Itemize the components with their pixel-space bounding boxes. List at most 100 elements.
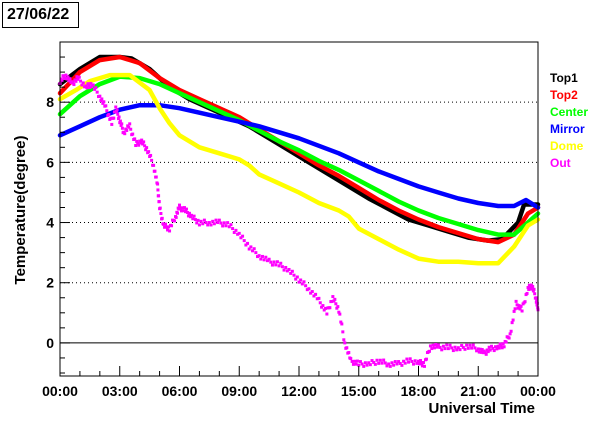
series-out-point: [241, 234, 245, 238]
series-out-point: [490, 344, 494, 348]
x-tick-label: 00:00: [42, 383, 78, 399]
series-out-point: [244, 243, 248, 247]
series-out-point: [133, 137, 137, 141]
series-out-point: [204, 221, 208, 225]
series-out-point: [206, 223, 210, 227]
series-out-point: [100, 97, 104, 101]
plot-frame: [59, 41, 539, 377]
date-label: 27/06/22: [2, 2, 79, 28]
series-out-point: [300, 282, 304, 286]
series-out-point: [112, 116, 116, 120]
series-out-point: [275, 260, 279, 264]
legend-entry-center: Center: [550, 105, 588, 119]
series-out-point: [157, 200, 161, 204]
series-out-point: [274, 263, 278, 267]
x-axis-title: Universal Time: [429, 400, 535, 417]
series-out-point: [262, 258, 266, 262]
series-out-point: [305, 288, 309, 292]
series-out-point: [513, 307, 517, 311]
series-out-point: [237, 231, 241, 235]
series-out-point: [91, 83, 95, 87]
series-out-point: [349, 357, 353, 361]
series-out-point: [304, 284, 308, 288]
series-out-point: [295, 275, 299, 279]
series-out-point: [209, 223, 213, 227]
series-out-point: [338, 312, 342, 316]
series-out-point: [463, 347, 467, 351]
series-out-point: [186, 214, 190, 218]
series-out-point: [260, 254, 264, 258]
series-out-point: [368, 363, 372, 367]
series-out-point: [202, 218, 206, 222]
series-out-point: [398, 361, 402, 365]
y-axis-title: Temperature(degree): [12, 136, 29, 285]
series-out-point: [152, 163, 156, 167]
series-out-point: [174, 215, 178, 219]
series-out-point: [191, 217, 195, 221]
series-out-point: [180, 206, 184, 210]
legend-entry-dome: Dome: [550, 139, 584, 153]
axis-ticks: 0 2 4 6 8 00:00 03:00 06:00 09:00 12:00 15:00 18:00…: [42, 56, 556, 399]
series-out-point: [136, 141, 140, 145]
series-out-point: [347, 351, 351, 355]
series-out-point: [284, 265, 288, 269]
series-out-point: [192, 214, 196, 218]
series-out-point: [377, 361, 381, 365]
series-out-point: [104, 104, 108, 108]
x-tick-label: 09:00: [221, 383, 257, 399]
series-out-point: [90, 85, 94, 89]
series-out-point: [525, 291, 529, 295]
y-tick-label: 6: [46, 154, 54, 170]
series-out-point: [158, 206, 162, 210]
series-out-point: [322, 308, 326, 312]
series-out-point: [249, 245, 253, 249]
series-out-point: [477, 350, 481, 354]
series-out-point: [160, 216, 164, 220]
series-out-point: [441, 344, 445, 348]
series-out-point: [232, 230, 236, 234]
series-out-point: [86, 82, 90, 86]
series-out-point: [380, 361, 384, 365]
series-out-point: [375, 358, 379, 362]
series-out-point: [292, 273, 296, 277]
series-out-point: [79, 79, 83, 83]
series-out-point: [64, 73, 68, 77]
series-out-point: [118, 121, 122, 125]
series-out-point: [128, 122, 132, 126]
series-out-point: [408, 357, 412, 361]
series-out-point: [221, 224, 225, 228]
series-out-point: [413, 359, 417, 363]
x-tick-label: 12:00: [281, 383, 317, 399]
series-out-point: [129, 127, 133, 131]
series-out-point: [470, 346, 474, 350]
series-out-point: [530, 286, 534, 290]
series-out-point: [355, 359, 359, 363]
series-out-point: [479, 350, 483, 354]
series-out-point: [314, 292, 318, 296]
series-out-point: [68, 77, 72, 81]
series-out-point: [187, 211, 191, 215]
series-out-point: [201, 222, 205, 226]
series-out-point: [392, 363, 396, 367]
series-out-point: [118, 119, 122, 123]
series-out-point: [280, 265, 284, 269]
series-out-point: [84, 84, 88, 88]
series-out-point: [453, 345, 457, 349]
series-out-point: [309, 291, 313, 295]
series-out-point: [184, 207, 188, 211]
series-out-point: [480, 348, 484, 352]
series-out-point: [372, 360, 376, 364]
series-out-point: [137, 143, 141, 147]
series-out-point: [365, 363, 369, 367]
series-out-point: [475, 349, 479, 353]
series-out-point: [115, 108, 119, 112]
series-out-point: [461, 345, 465, 349]
series-out-point: [150, 158, 154, 162]
series-out-point: [211, 219, 215, 223]
series-out-point: [353, 359, 357, 363]
series-out-point: [294, 277, 298, 281]
series-out-point: [390, 361, 394, 365]
series-out-point: [216, 221, 220, 225]
series-out-point: [527, 287, 531, 291]
series-out-point: [382, 358, 386, 362]
